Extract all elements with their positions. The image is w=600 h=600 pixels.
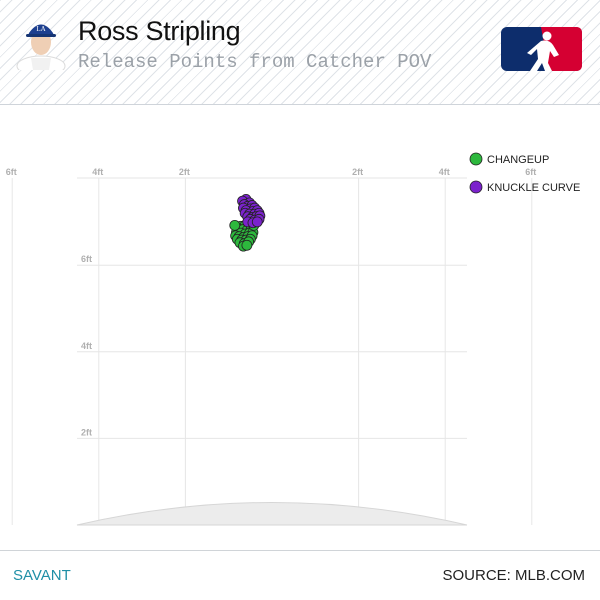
chart-legend: CHANGEUP KNUCKLE CURVE — [469, 152, 580, 194]
pitchers-mound — [76, 502, 468, 526]
svg-text:LA: LA — [36, 25, 45, 33]
y-tick-label-2: 2ft — [81, 427, 92, 437]
chart-subtitle: Release Points from Catcher POV — [78, 51, 432, 73]
header-banner: LA Ross Stripling Release Points from Ca… — [0, 0, 600, 105]
x-tick-label-5: 4ft — [439, 167, 450, 177]
footer-bar: SAVANT SOURCE: MLB.COM — [0, 550, 600, 600]
legend-label-knuckle-curve: KNUCKLE CURVE — [487, 182, 580, 194]
x-tick-label-3: 2ft — [179, 167, 190, 177]
source-label: SOURCE: MLB.COM — [442, 567, 585, 584]
legend-marker-changeup — [469, 152, 483, 166]
x-tick-label-6: 6ft — [525, 167, 536, 177]
player-headshot-icon: LA — [16, 24, 66, 70]
x-tick-label-2: 4ft — [92, 167, 103, 177]
changeup-point-26 — [229, 219, 241, 231]
chart-points — [229, 193, 266, 252]
legend-label-changeup: CHANGEUP — [487, 154, 549, 166]
player-name: Ross Stripling — [78, 16, 241, 46]
changeup-point-25 — [241, 239, 253, 251]
release-point-chart: 8ft6ft4ft2ft2ft4ft6ft6ft4ft2ft CHANGEUPK… — [6, 152, 580, 526]
chart-grid: 8ft6ft4ft2ft2ft4ft6ft6ft4ft2ft — [6, 167, 536, 525]
knuckle-curve-point-25 — [251, 216, 263, 228]
x-tick-label-4: 2ft — [352, 167, 363, 177]
y-tick-label-1: 4ft — [81, 341, 92, 351]
mlb-logo-icon — [501, 27, 582, 71]
legend-marker-knuckle-curve — [469, 180, 483, 194]
x-tick-label-1: 6ft — [6, 167, 17, 177]
savant-link[interactable]: SAVANT — [13, 567, 71, 584]
y-tick-label-0: 6ft — [81, 254, 92, 264]
